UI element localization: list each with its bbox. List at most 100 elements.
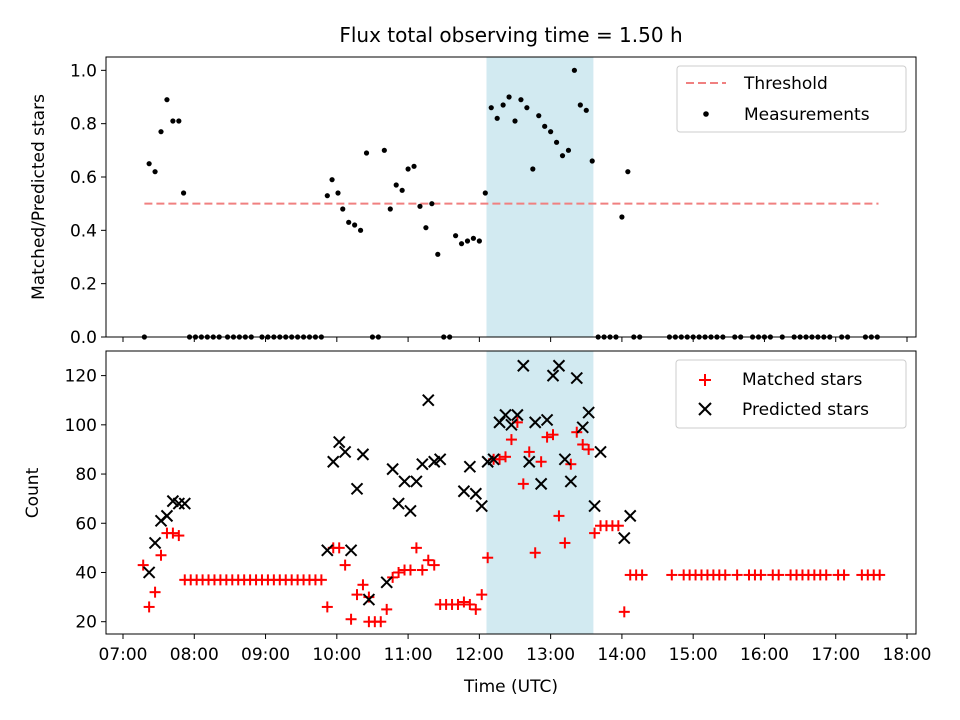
matched-star-point [143,601,155,613]
measurement-point [329,177,335,183]
predicted-star-point [576,421,589,434]
bottom-x-tick: 11:00 [384,634,433,665]
matched-star-point [494,453,506,465]
measurement-point [429,201,435,207]
measurement-point [542,123,548,129]
matched-star-point [874,569,886,581]
predicted-star-point [338,445,352,459]
matched-star-point [410,542,422,554]
measurement-point [565,147,572,153]
top-y-ticks: 0.0 0.2 0.4 0.6 0.8 1.0 [70,61,106,348]
top-chart-title: Flux total observing time = 1.50 h [339,23,682,47]
top-y-tick: 0.6 [70,168,106,188]
bottom-y-tick-label: 100 [65,416,97,436]
legend-matched-label: Matched stars [742,370,862,390]
bottom-y-tick: 120 [65,367,106,387]
predicted-star-point [178,497,191,510]
matched-star-point [452,598,464,610]
measurement-point [494,115,500,121]
matched-star-point [523,446,535,458]
matched-star-point [458,596,470,608]
predicted-star-point [534,477,548,491]
predicted-star-point [618,531,631,545]
measurement-point [476,238,482,244]
predicted-star-point [457,485,471,498]
measurement-point [571,67,577,73]
top-y-tick: 0.2 [70,275,106,295]
measurement-point [387,206,393,212]
top-y-tick-label: 0.8 [70,115,97,135]
measurement-point [164,97,170,103]
legend-matched-swatch [699,374,711,386]
top-highlight-band [486,57,594,337]
bottom-legend: Matched stars Predicted stars [675,359,907,429]
predicted-star-point [558,453,572,466]
bottom-x-tick: 10:00 [312,634,361,665]
top-legend-box [676,65,907,133]
measurement-point [464,238,471,244]
top-y-axis-label: Matched/Predicted stars [29,94,49,300]
predicted-star-point [493,416,506,429]
matched-star-point [393,566,405,578]
legend-threshold-label: Threshold [743,74,828,94]
matched-star-point [351,589,363,601]
matched-star-point [381,603,393,615]
matched-star-point [755,569,767,581]
measurement-point [512,118,518,124]
predicted-star-point [356,448,370,461]
bottom-y-ticks: 20 40 60 80 100 120 [65,367,106,633]
matched-star-point [464,598,476,610]
measurement-point [518,97,524,103]
predicted-star-point [540,413,554,427]
bottom-x-tick: 12:00 [455,634,504,665]
measurement-point [625,169,631,175]
top-y-tick-label: 0.2 [70,275,97,295]
measurement-point [583,107,589,113]
bottom-panel-frame [105,350,917,635]
matched-star-point [589,527,601,539]
bottom-y-tick-label: 120 [65,367,97,387]
predicted-star-point [410,475,423,488]
predicted-star-point [624,509,637,523]
matched-star-point [547,429,559,441]
measurement-point [458,241,465,247]
bottom-y-tick-label: 40 [75,563,97,583]
predicted-star-point [380,576,393,589]
top-legend: Threshold Measurements [676,65,907,133]
legend-measurements-swatch [703,111,709,117]
top-y-tick-label: 0.4 [70,221,97,241]
predicted-star-point [552,359,566,372]
measurement-point [352,222,358,228]
bottom-x-tick-label: 18:00 [883,645,932,665]
measurement-point [335,190,341,196]
matched-star-point [719,569,731,581]
matched-star-point [404,564,416,576]
bottom-y-tick-label: 80 [75,465,97,485]
measurement-point [453,233,459,239]
bottom-x-tick-label: 10:00 [312,645,361,665]
predicted-star-point [523,455,536,468]
predicted-star-point [142,566,156,579]
top-y-tick-label: 1.0 [70,61,97,81]
bottom-x-axis-label: Time (UTC) [463,677,558,697]
top-y-tick: 1.0 [70,61,106,81]
measurement-point [346,219,352,225]
bottom-y-tick: 100 [65,416,106,436]
bottom-x-tick: 08:00 [170,634,219,665]
predicted-stars-points [142,359,637,606]
matched-star-point [321,601,333,613]
bottom-x-tick-label: 11:00 [384,645,433,665]
matched-star-point [583,443,595,455]
predicted-star-point [422,394,435,407]
predicted-star-point [475,499,488,513]
predicted-star-point [433,453,447,466]
matched-star-point [422,554,434,566]
predicted-star-point [517,359,530,372]
matched-star-point [535,456,547,468]
matched-star-point [553,510,565,522]
bottom-x-tick-label: 07:00 [99,645,148,665]
bottom-x-tick: 16:00 [740,634,789,665]
bottom-x-tick: 15:00 [669,634,718,665]
predicted-star-point [594,445,607,459]
